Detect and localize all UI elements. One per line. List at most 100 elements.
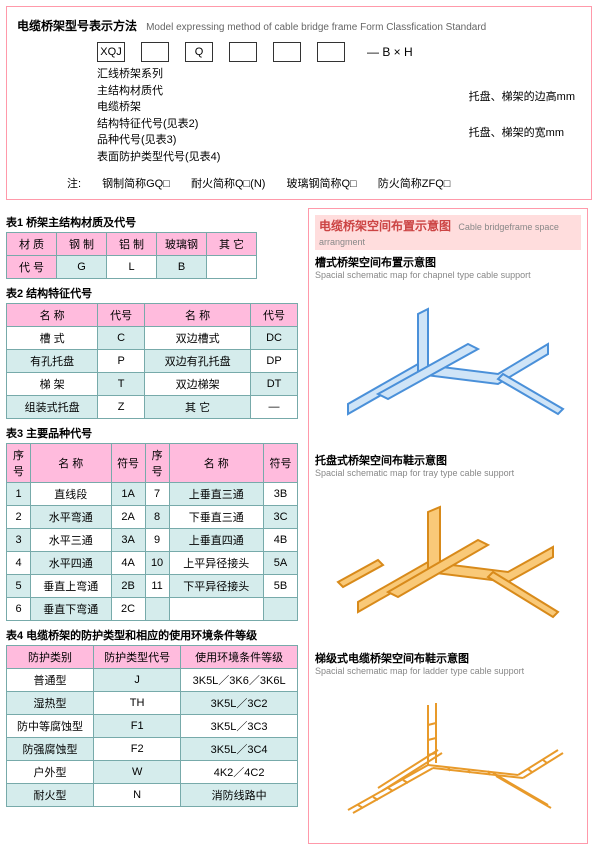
t4-cell: 3K5L／3C4 (181, 738, 298, 761)
t4-cell: 户外型 (7, 761, 94, 784)
table1-title: 表1 桥架主结构材质及代号 (6, 214, 300, 230)
t2-h1: 代号 (98, 304, 145, 327)
code-box-3 (229, 42, 257, 62)
schematic-panel: 电缆桥架空间布置示意图 Cable bridgeframe space arra… (308, 208, 588, 844)
t4-cell: F2 (94, 738, 181, 761)
t4-cell: 耐火型 (7, 784, 94, 807)
t1-h4: 其 它 (207, 233, 257, 256)
diagram-title: 电缆桥架型号表示方法 Model expressing method of ca… (17, 17, 581, 34)
t3-cell: 3B (264, 483, 298, 506)
left-column: 表1 桥架主结构材质及代号 材 质 钢 制 铝 制 玻璃钢 其 它 代 号 G … (6, 208, 300, 807)
sec1-title: 槽式桥架空间布置示意图 (315, 254, 581, 270)
t3-cell: 垂直上弯通 (31, 575, 112, 598)
t4-cell: 防中等腐蚀型 (7, 715, 94, 738)
t4-cell: 3K5L／3C2 (181, 692, 298, 715)
table3-title: 表3 主要品种代号 (6, 425, 300, 441)
table4-title: 表4 电缆桥架的防护类型和相应的使用环境条件等级 (6, 627, 300, 643)
t3-h1: 名 称 (31, 444, 112, 483)
t2-cell: T (98, 373, 145, 396)
panel-title-cn: 电缆桥架空间布置示意图 (319, 219, 451, 233)
code-box-5 (317, 42, 345, 62)
t2-cell: 双边槽式 (145, 327, 251, 350)
t3-cell: 3C (264, 506, 298, 529)
t2-cell: Z (98, 396, 145, 419)
t2-h0: 名 称 (7, 304, 98, 327)
t3-cell: 5 (7, 575, 31, 598)
t1-h2: 铝 制 (107, 233, 157, 256)
notes-row: 注: 钢制简称GQ□ 耐火简称Q□(N) 玻璃钢简称Q□ 防火简称ZFQ□ (17, 175, 581, 191)
t2-h2: 名 称 (145, 304, 251, 327)
t2-cell: 双边有孔托盘 (145, 350, 251, 373)
t4-cell: 3K5L／3K6／3K6L (181, 669, 298, 692)
t3-cell: 2A (111, 506, 145, 529)
t3-cell: 水平四通 (31, 552, 112, 575)
sec1-en: Spacial schematic map for chapnel type c… (315, 270, 581, 280)
t3-cell: 2 (7, 506, 31, 529)
t3-cell: 9 (145, 529, 169, 552)
t3-cell: 下垂直三通 (169, 506, 263, 529)
code-box-1 (141, 42, 169, 62)
right-label-2: 托盘、梯架的宽mm (469, 125, 575, 143)
t2-cell: 组装式托盘 (7, 396, 98, 419)
t2-cell: 双边梯架 (145, 373, 251, 396)
schematic-2 (315, 480, 581, 644)
t3-cell (145, 598, 169, 621)
panel-title: 电缆桥架空间布置示意图 Cable bridgeframe space arra… (315, 215, 581, 250)
t3-cell: 2C (111, 598, 145, 621)
t4-h1: 防护类型代号 (94, 646, 181, 669)
sec3-en: Spacial schematic map for ladder type ca… (315, 666, 581, 676)
t4-cell: 湿热型 (7, 692, 94, 715)
t3-cell: 上垂直三通 (169, 483, 263, 506)
t2-cell: 槽 式 (7, 327, 98, 350)
note-1: 耐火简称Q□(N) (191, 178, 265, 190)
t3-cell: 3 (7, 529, 31, 552)
t3-cell: 1 (7, 483, 31, 506)
model-expression-diagram: 电缆桥架型号表示方法 Model expressing method of ca… (6, 6, 592, 200)
t3-cell (169, 598, 263, 621)
diagram-title-en: Model expressing method of cable bridge … (146, 22, 486, 33)
right-column: 电缆桥架空间布置示意图 Cable bridgeframe space arra… (308, 208, 588, 844)
t1-rowlabel: 代 号 (7, 256, 57, 279)
t3-cell: 4 (7, 552, 31, 575)
t3-cell: 5A (264, 552, 298, 575)
note-prefix: 注: (67, 178, 81, 190)
t4-cell: W (94, 761, 181, 784)
t2-cell: — (251, 396, 298, 419)
t4-h2: 使用环境条件等级 (181, 646, 298, 669)
bh-text: — B × H (367, 45, 413, 59)
table3: 序号 名 称 符号 序号 名 称 符号 1直线段1A7上垂直三通3B2水平弯通2… (6, 443, 298, 621)
t3-cell: 11 (145, 575, 169, 598)
note-0: 钢制简称GQ□ (102, 178, 170, 190)
code-boxes-row: XQJ Q — B × H (97, 42, 581, 62)
t3-cell: 垂直下弯通 (31, 598, 112, 621)
t3-cell: 上平异径接头 (169, 552, 263, 575)
t3-h3: 序号 (145, 444, 169, 483)
schematic-3 (315, 678, 581, 842)
t2-cell: 有孔托盘 (7, 350, 98, 373)
t1-v0: G (57, 256, 107, 279)
note-3: 防火简称ZFQ□ (378, 178, 451, 190)
t2-cell: C (98, 327, 145, 350)
t4-cell: 消防线路中 (181, 784, 298, 807)
sec2-title: 托盘式桥架空间布鞋示意图 (315, 452, 581, 468)
t2-cell: 梯 架 (7, 373, 98, 396)
t3-h0: 序号 (7, 444, 31, 483)
diagram-title-cn: 电缆桥架型号表示方法 (17, 19, 137, 33)
sec2-en: Spacial schematic map for tray type cabl… (315, 468, 581, 478)
t3-cell: 水平三通 (31, 529, 112, 552)
t1-v3 (207, 256, 257, 279)
note-2: 玻璃钢简称Q□ (287, 178, 357, 190)
t3-cell: 上垂直四通 (169, 529, 263, 552)
t3-cell: 水平弯通 (31, 506, 112, 529)
t2-cell: DP (251, 350, 298, 373)
t3-h5: 符号 (264, 444, 298, 483)
t4-cell: 防强腐蚀型 (7, 738, 94, 761)
right-labels: 托盘、梯架的边高mm 托盘、梯架的宽mm (469, 89, 575, 142)
t1-h3: 玻璃钢 (157, 233, 207, 256)
t3-cell: 2B (111, 575, 145, 598)
right-label-1: 托盘、梯架的边高mm (469, 89, 575, 107)
line-5: 表面防护类型代号(见表4) (97, 149, 581, 166)
t1-h1: 钢 制 (57, 233, 107, 256)
t3-cell: 6 (7, 598, 31, 621)
sec3-title: 梯级式电缆桥架空间布鞋示意图 (315, 650, 581, 666)
